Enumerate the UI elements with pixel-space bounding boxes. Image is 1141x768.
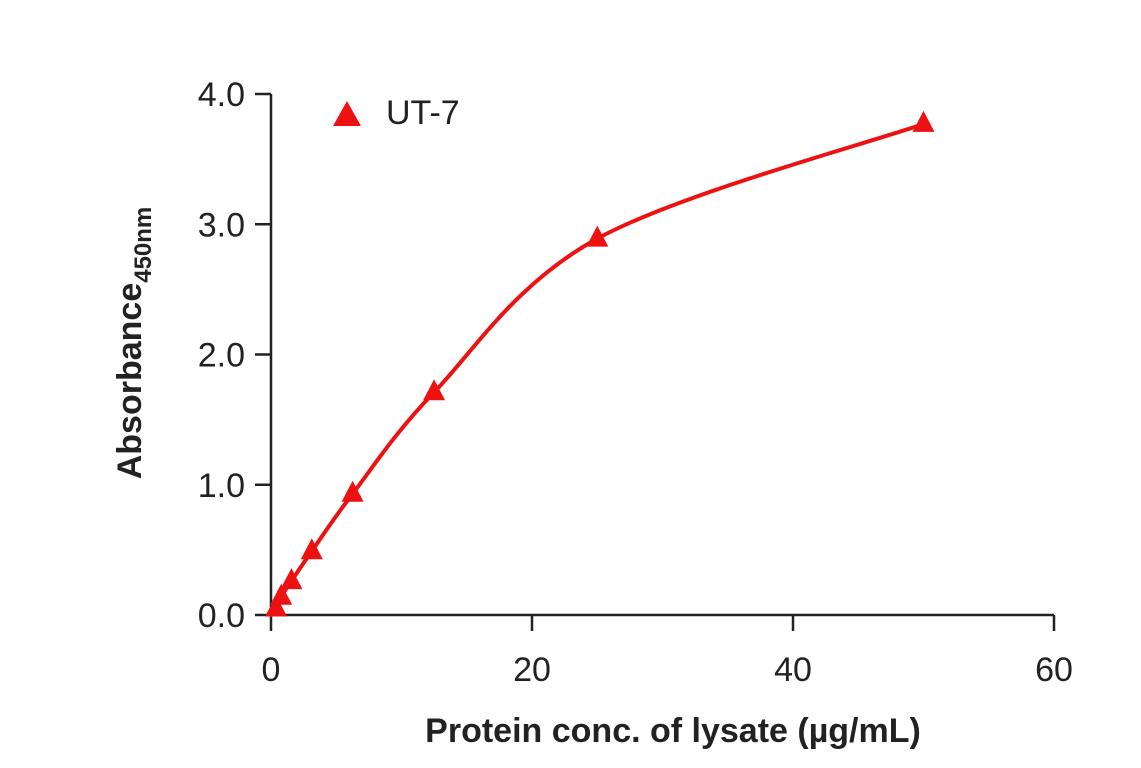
x-tick-label: 60	[1035, 651, 1073, 689]
x-tick-label: 20	[513, 651, 551, 689]
y-axis-title-subscript: 450nm	[130, 207, 157, 283]
data-point-triangle	[280, 568, 303, 590]
y-tick-label: 3.0	[198, 206, 245, 244]
data-point-triangle	[423, 379, 446, 401]
x-axis-ticks: 0 20 40 60	[262, 615, 1073, 689]
y-tick-label: 1.0	[198, 467, 245, 505]
data-point-triangle	[341, 480, 364, 502]
y-axis-title: Absorbance450nm	[111, 207, 157, 480]
data-point-triangle	[586, 225, 609, 247]
legend-label-ut7: UT-7	[386, 94, 460, 132]
y-tick-label: 2.0	[198, 337, 245, 375]
y-axis-title-main: Absorbance	[111, 283, 149, 480]
fit-curve-ut7	[269, 122, 926, 617]
legend: UT-7	[333, 94, 460, 132]
x-axis-title: Protein conc. of lysate (µg/mL)	[425, 712, 921, 750]
data-point-triangle	[912, 110, 935, 132]
y-tick-label: 0.0	[198, 597, 245, 635]
data-points	[265, 110, 935, 617]
data-point-triangle	[270, 583, 293, 605]
x-tick-label: 0	[262, 651, 281, 689]
y-axis-ticks: 0.0 1.0 2.0 3.0 4.0	[198, 76, 271, 635]
y-tick-label: 4.0	[198, 76, 245, 114]
data-point-triangle	[300, 538, 323, 560]
data-point-triangle	[265, 595, 288, 617]
x-tick-label: 40	[774, 651, 812, 689]
legend-marker-triangle-icon	[333, 101, 361, 126]
